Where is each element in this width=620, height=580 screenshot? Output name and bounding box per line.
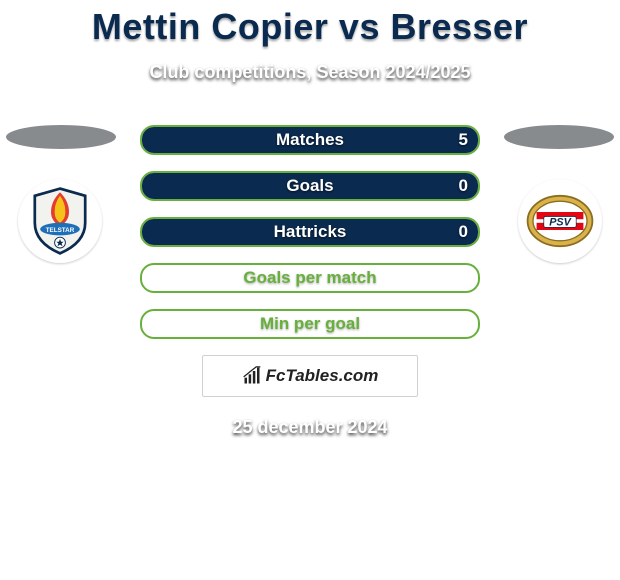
- stat-label: Hattricks: [142, 219, 478, 245]
- stat-label: Goals per match: [142, 265, 478, 291]
- psv-badge-icon: PSV: [524, 185, 596, 257]
- stat-right-value: 5: [449, 127, 478, 153]
- fctables-label: FcTables.com: [266, 366, 379, 386]
- fctables-badge: FcTables.com: [202, 355, 418, 397]
- svg-text:PSV: PSV: [549, 217, 571, 229]
- player-right-shadow: [504, 125, 614, 149]
- stats-bars: Matches5Goals0Hattricks0Goals per matchM…: [140, 125, 480, 339]
- stat-row: Matches5: [140, 125, 480, 155]
- stat-right-value: 0: [449, 173, 478, 199]
- stat-label: Goals: [142, 173, 478, 199]
- stat-right-value: 0: [449, 219, 478, 245]
- player-left-shadow: [6, 125, 116, 149]
- chart-icon: [242, 366, 262, 386]
- page-title: Mettin Copier vs Bresser: [0, 0, 620, 48]
- stat-row: Goals0: [140, 171, 480, 201]
- stat-row: Min per goal: [140, 309, 480, 339]
- telstar-badge-icon: TELSTAR: [24, 185, 96, 257]
- stat-row: Goals per match: [140, 263, 480, 293]
- stat-row: Hattricks0: [140, 217, 480, 247]
- comparison-panel: TELSTAR PSV Matches5Goals0Hattricks0Goal…: [0, 125, 620, 438]
- date-label: 25 december 2024: [0, 417, 620, 438]
- club-badge-left: TELSTAR: [18, 179, 102, 263]
- club-badge-right: PSV: [518, 179, 602, 263]
- subtitle: Club competitions, Season 2024/2025: [0, 62, 620, 83]
- svg-text:TELSTAR: TELSTAR: [46, 227, 75, 234]
- stat-label: Min per goal: [142, 311, 478, 337]
- stat-label: Matches: [142, 127, 478, 153]
